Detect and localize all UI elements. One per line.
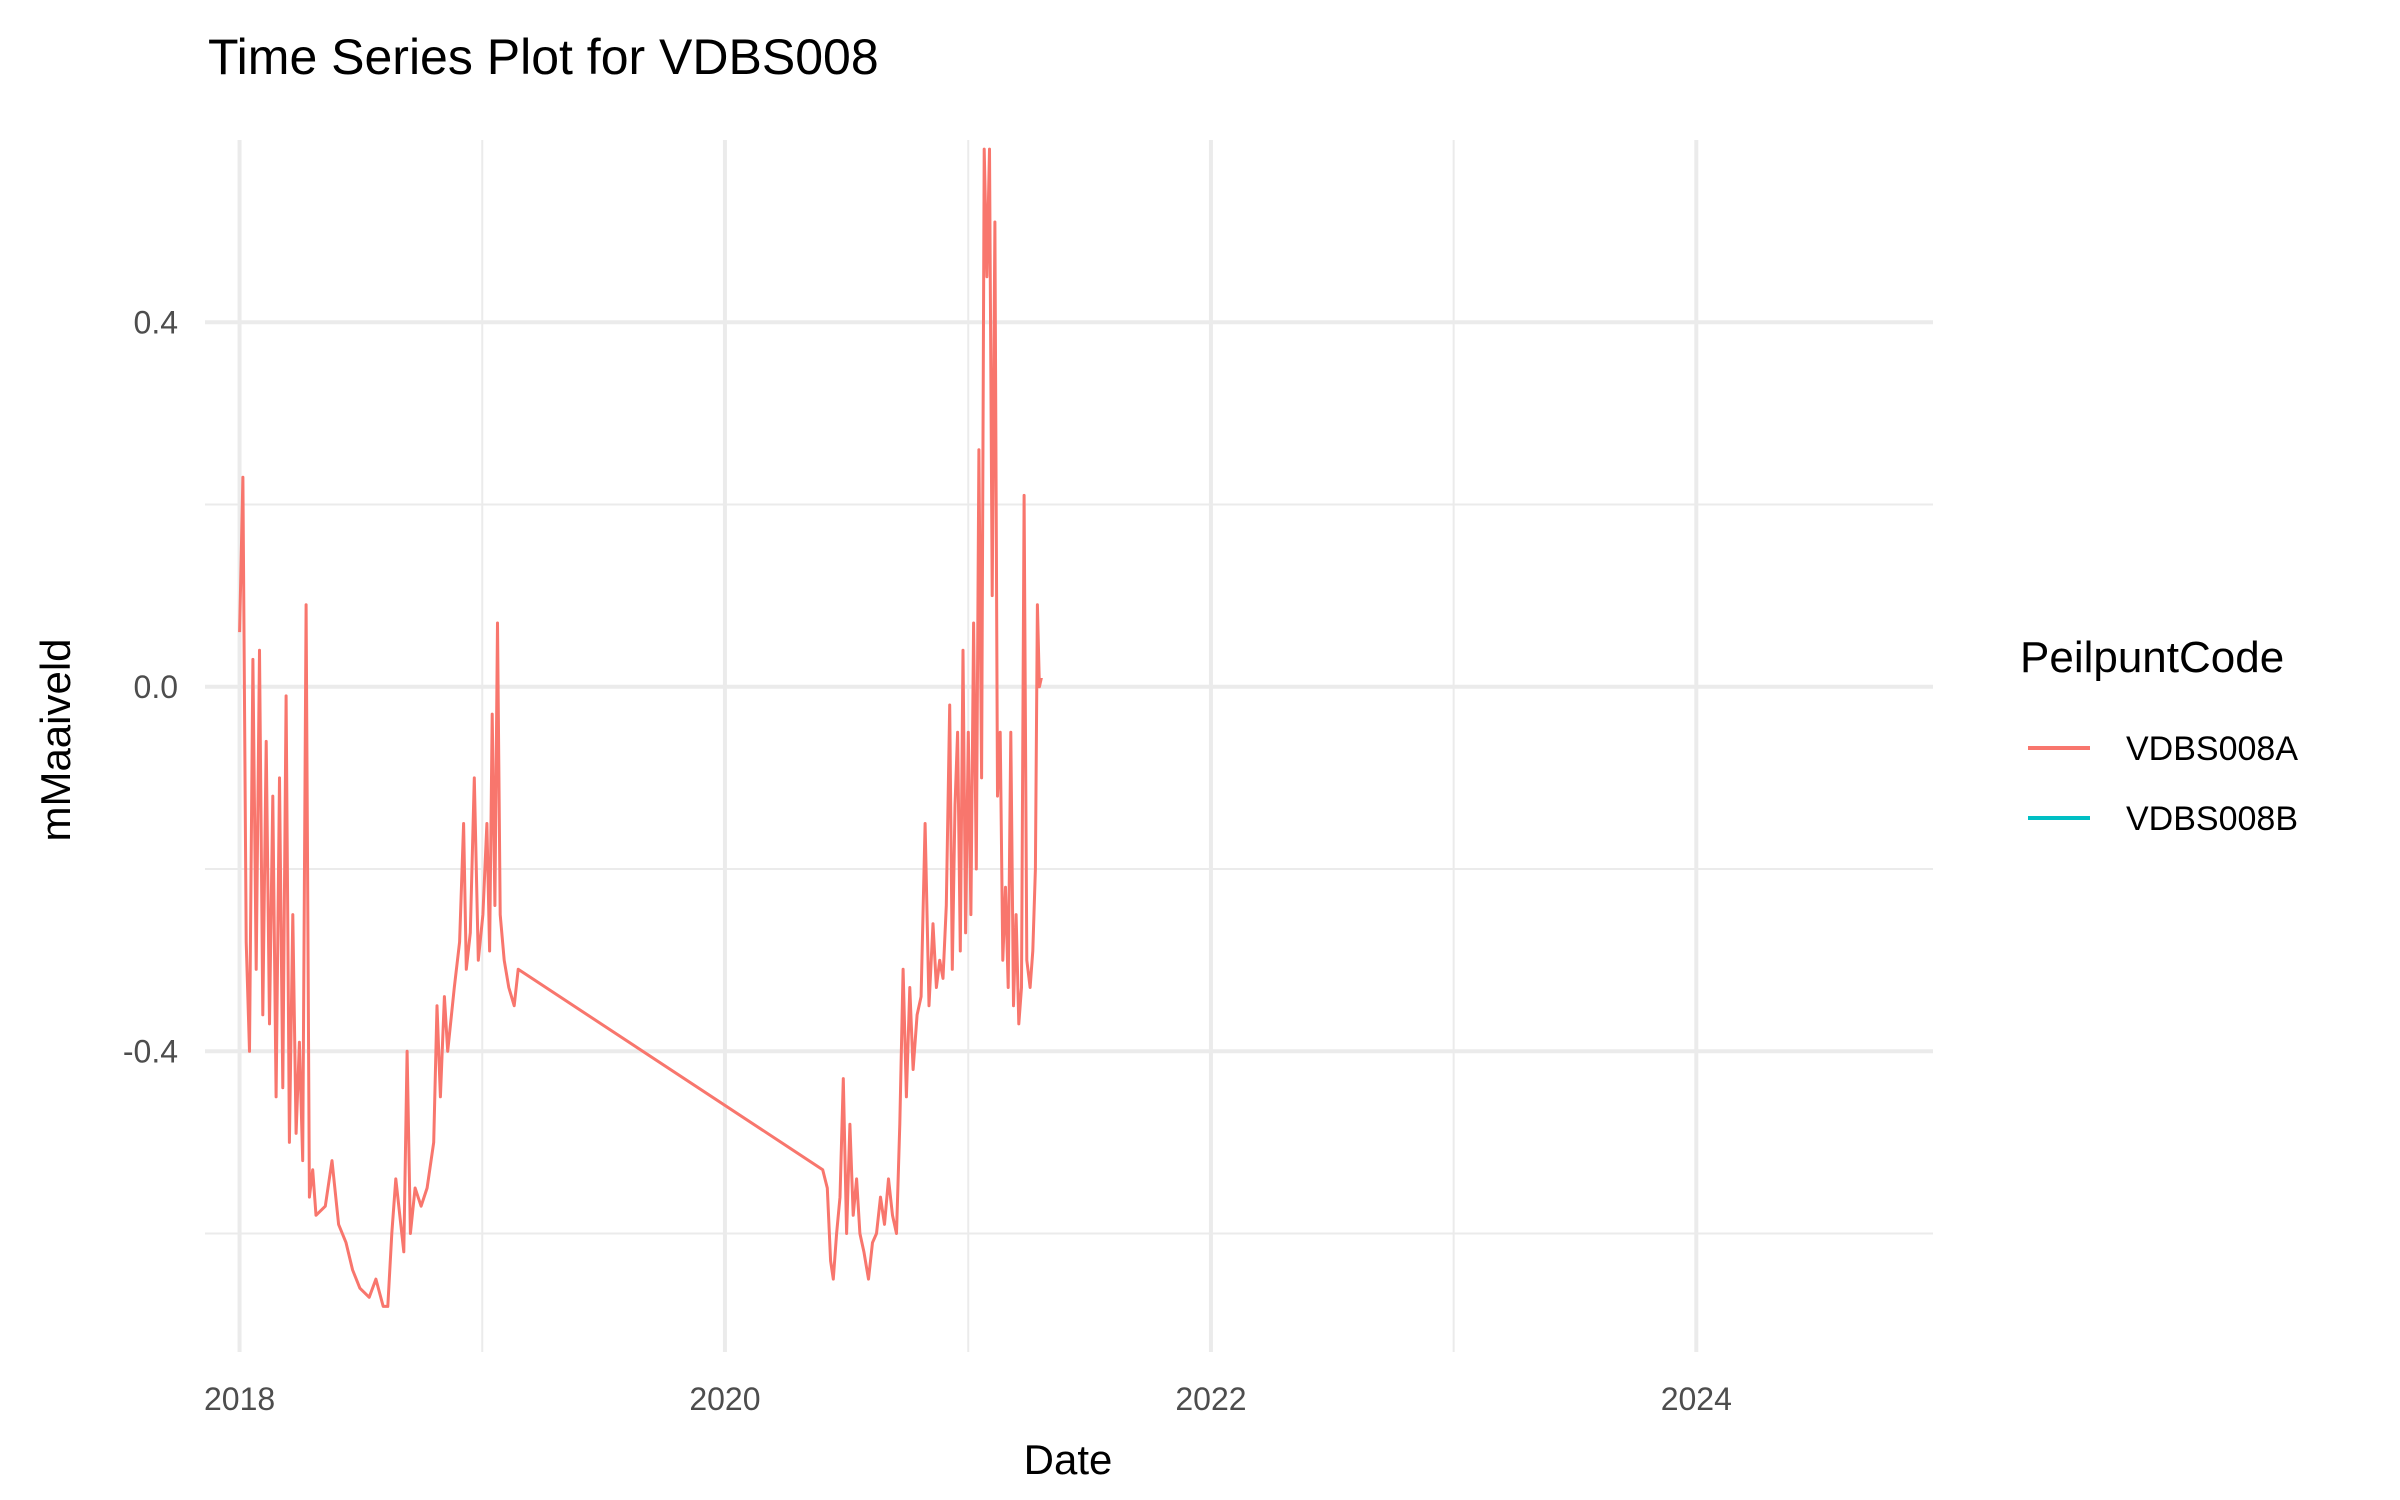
x-axis-title: Date [1024, 1436, 1113, 1483]
series-line-vdbs008a [238, 147, 1043, 1308]
legend-items: VDBS008A VDBS008B [2028, 730, 2298, 838]
legend-label-vdbs008b: VDBS008B [2126, 800, 2298, 838]
y-axis-title: mMaaiveld [32, 638, 79, 841]
x-tick-label: 2024 [1661, 1381, 1732, 1417]
legend-title: PeilpuntCode [2020, 633, 2284, 682]
major-gridlines [205, 140, 1933, 1352]
y-axis-ticks: -0.4 0.0 0.4 [123, 304, 178, 1069]
x-tick-label: 2022 [1175, 1381, 1246, 1417]
y-tick-label: 0.0 [134, 669, 178, 705]
x-tick-label: 2018 [204, 1381, 275, 1417]
series-lines [238, 147, 1043, 1308]
legend-label-vdbs008a: VDBS008A [2126, 730, 2298, 768]
legend: PeilpuntCode VDBS008A VDBS008B [2020, 633, 2298, 838]
y-tick-label: 0.4 [134, 304, 178, 340]
y-tick-label: -0.4 [123, 1033, 178, 1069]
x-tick-label: 2020 [689, 1381, 760, 1417]
chart-title: Time Series Plot for VDBS008 [208, 29, 879, 85]
x-axis-ticks: 2018 2020 2022 2024 [204, 1381, 1732, 1417]
